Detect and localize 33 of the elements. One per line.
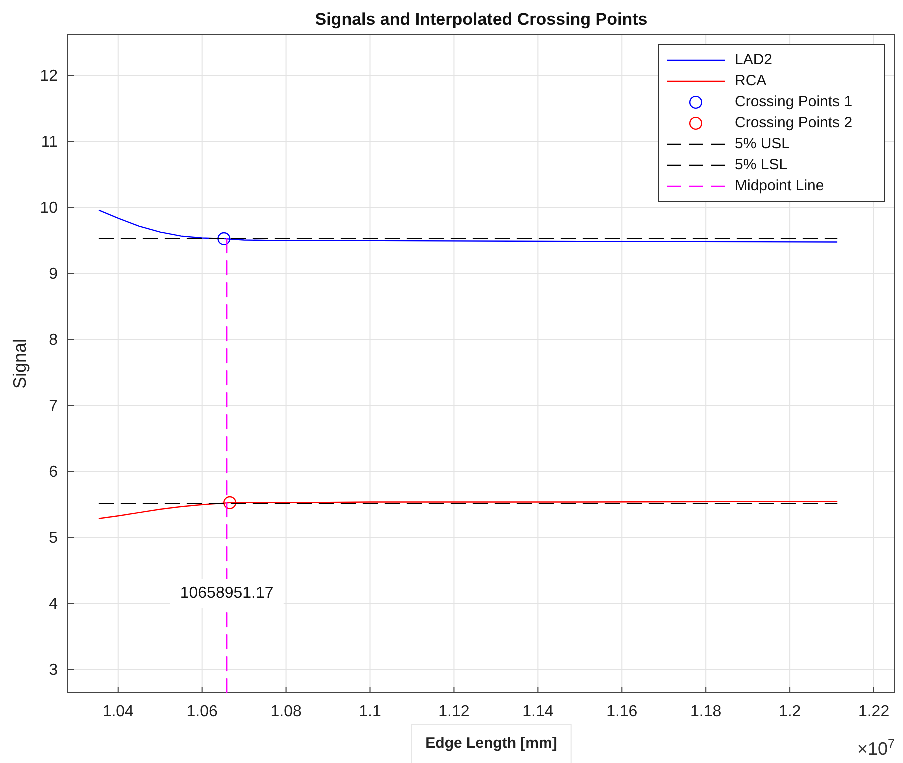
x-tick-label: 1.1 bbox=[359, 703, 382, 720]
legend-label: 5% LSL bbox=[735, 156, 788, 174]
legend-label: Crossing Points 2 bbox=[735, 114, 853, 132]
y-tick-label: 3 bbox=[49, 662, 58, 680]
y-tick-label: 10 bbox=[40, 200, 58, 218]
legend-label: Crossing Points 1 bbox=[735, 93, 853, 110]
x-axis-title: Edge Length [mm] bbox=[426, 735, 558, 752]
x-tick-label: 1.12 bbox=[438, 703, 470, 720]
y-tick-label: 5 bbox=[49, 530, 58, 548]
y-tick-label: 11 bbox=[41, 134, 58, 152]
y-tick-label: 8 bbox=[49, 332, 58, 350]
y-tick-label: 4 bbox=[49, 596, 58, 614]
y-tick-label: 7 bbox=[49, 398, 58, 416]
x-tick-label: 1.16 bbox=[606, 703, 638, 720]
legend-label: LAD2 bbox=[735, 51, 773, 68]
y-tick-label: 9 bbox=[49, 266, 58, 284]
y-tick-label: 12 bbox=[40, 68, 58, 86]
y-tick-label: 6 bbox=[49, 464, 58, 482]
x-tick-label: 1.18 bbox=[690, 703, 722, 720]
legend-label: RCA bbox=[735, 72, 767, 90]
annotation: 10658951.17 bbox=[180, 585, 274, 602]
x-tick-label: 1.22 bbox=[858, 703, 890, 720]
legend-label: 5% USL bbox=[735, 135, 790, 152]
text: ×10$^{7}$ bbox=[857, 737, 895, 759]
x-tick-label: 1.08 bbox=[270, 703, 302, 720]
chart-title: Signals and Interpolated Crossing Points bbox=[315, 10, 648, 29]
y-axis-title: Signal bbox=[10, 338, 30, 390]
line-series bbox=[98, 210, 838, 243]
x-tick-label: 1.06 bbox=[186, 703, 218, 720]
x-tick-label: 1.14 bbox=[522, 703, 554, 720]
x-tick-label: 1.2 bbox=[778, 703, 802, 720]
x-tick-label: 1.04 bbox=[102, 703, 134, 720]
legend-label: Midpoint Line bbox=[735, 177, 824, 194]
